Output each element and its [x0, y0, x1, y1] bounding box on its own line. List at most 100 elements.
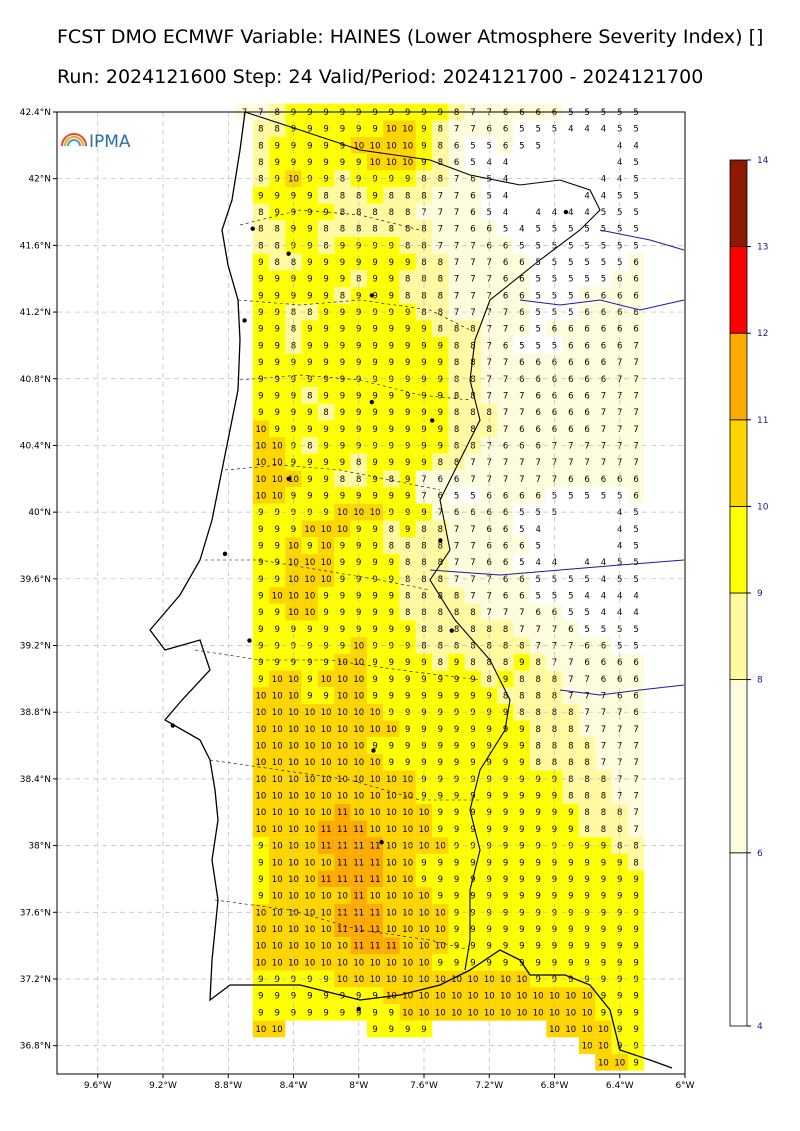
- cell-value: 10: [288, 725, 299, 735]
- cell-value: 8: [552, 692, 557, 702]
- grid-cell: [399, 453, 416, 471]
- colorbar-tick-label: 4: [757, 1022, 763, 1032]
- grid-cell: [513, 470, 531, 488]
- cell-value: 8: [340, 225, 345, 235]
- cell-value: 11: [370, 842, 381, 852]
- cell-value: 6: [633, 692, 638, 702]
- cell-value: 4: [535, 558, 540, 568]
- grid-cell: [562, 737, 579, 754]
- grid-cell: [578, 120, 596, 138]
- cell-value: 10: [272, 892, 283, 902]
- grid-cell: [513, 337, 531, 354]
- grid-cell: [448, 120, 465, 138]
- cell-value: 5: [535, 225, 540, 235]
- cell-value: 7: [568, 642, 573, 652]
- cell-value: 9: [258, 541, 263, 551]
- grid-cell: [432, 703, 449, 721]
- cell-value: 7: [454, 291, 459, 301]
- grid-cell: [350, 587, 367, 604]
- cell-value: 8: [470, 358, 475, 368]
- grid-cell: [415, 220, 433, 238]
- grid-cell: [595, 720, 612, 738]
- grid-cell: [350, 687, 367, 704]
- cell-value: 9: [258, 558, 263, 568]
- grid-cell: [513, 320, 531, 338]
- cell-value: 5: [454, 491, 459, 501]
- cell-value: 4: [519, 225, 524, 235]
- grid-cell: [432, 737, 449, 754]
- grid-cell: [252, 303, 270, 321]
- grid-cell: [562, 753, 579, 771]
- cell-value: 9: [274, 625, 279, 635]
- cell-value: 9: [633, 1042, 638, 1052]
- cell-value: 4: [584, 592, 589, 602]
- grid-cell: [530, 537, 547, 554]
- grid-cell: [415, 237, 433, 254]
- cell-value: 9: [421, 692, 426, 702]
- cell-value: 9: [274, 341, 279, 351]
- grid-cell: [513, 670, 531, 688]
- cell-value: 9: [601, 908, 606, 918]
- grid-cell: [285, 220, 302, 238]
- cell-value: 8: [552, 708, 557, 718]
- grid-cell: [415, 670, 433, 688]
- colorbar-band: [729, 246, 748, 334]
- cell-value: 9: [633, 1058, 638, 1068]
- cell-value: 10: [386, 975, 397, 985]
- cell-value: 4: [535, 208, 540, 218]
- cell-value: 10: [304, 825, 315, 835]
- cell-value: 7: [535, 625, 540, 635]
- grid-cell: [399, 687, 416, 704]
- cell-value: 6: [535, 391, 540, 401]
- grid-cell: [399, 753, 416, 771]
- grid-cell: [595, 403, 612, 421]
- grid-cell: [530, 270, 547, 288]
- grid-cell: [595, 637, 612, 654]
- cell-value: 9: [323, 625, 328, 635]
- grid-cell: [366, 603, 384, 621]
- grid-cell: [627, 253, 645, 271]
- cell-value: 5: [584, 225, 589, 235]
- cell-value: 9: [307, 158, 312, 168]
- cell-value: 9: [601, 892, 606, 902]
- cell-value: 9: [389, 1008, 394, 1018]
- grid-cell: [513, 503, 531, 521]
- cell-value: 10: [516, 992, 527, 1002]
- cell-value: 9: [519, 925, 524, 935]
- grid-cell: [432, 287, 449, 304]
- cell-value: 9: [405, 692, 410, 702]
- cell-value: 10: [337, 725, 348, 735]
- grid-cell: [513, 403, 531, 421]
- grid-cell: [627, 470, 645, 488]
- grid-cell: [627, 453, 645, 471]
- latitude-labels: 42.4°N42°N41.6°N41.2°N40.8°N40.4°N40°N39…: [20, 108, 51, 1052]
- grid-cell: [285, 603, 302, 621]
- lon-label: 9.6°W: [84, 1081, 112, 1091]
- cell-value: 10: [321, 558, 332, 568]
- grid-cell: [562, 287, 579, 304]
- colorbar-band: [729, 419, 748, 507]
- grid-cell: [317, 203, 335, 221]
- cell-value: 10: [304, 608, 315, 618]
- cell-value: 9: [307, 992, 312, 1002]
- city-dot: [429, 418, 435, 423]
- cell-value: 9: [519, 875, 524, 885]
- cell-value: 9: [274, 1008, 279, 1018]
- cell-value: 7: [503, 391, 508, 401]
- cell-value: 8: [519, 692, 524, 702]
- cell-value: 7: [633, 408, 638, 418]
- cell-value: 10: [304, 858, 315, 868]
- lat-label: 40.4°N: [20, 441, 51, 451]
- cell-value: 8: [535, 708, 540, 718]
- cell-value: 9: [405, 425, 410, 435]
- cell-value: 9: [503, 908, 508, 918]
- grid-cell: [301, 153, 318, 171]
- cell-value: 9: [405, 175, 410, 185]
- cell-value: 9: [340, 575, 345, 585]
- city-dot: [170, 723, 176, 728]
- cell-value: 9: [470, 942, 475, 952]
- title-line-1: FCST DMO ECMWF Variable: HAINES (Lower A…: [57, 26, 764, 48]
- grid-cell: [562, 670, 579, 688]
- cell-value: 10: [337, 792, 348, 802]
- cell-value: 7: [633, 775, 638, 785]
